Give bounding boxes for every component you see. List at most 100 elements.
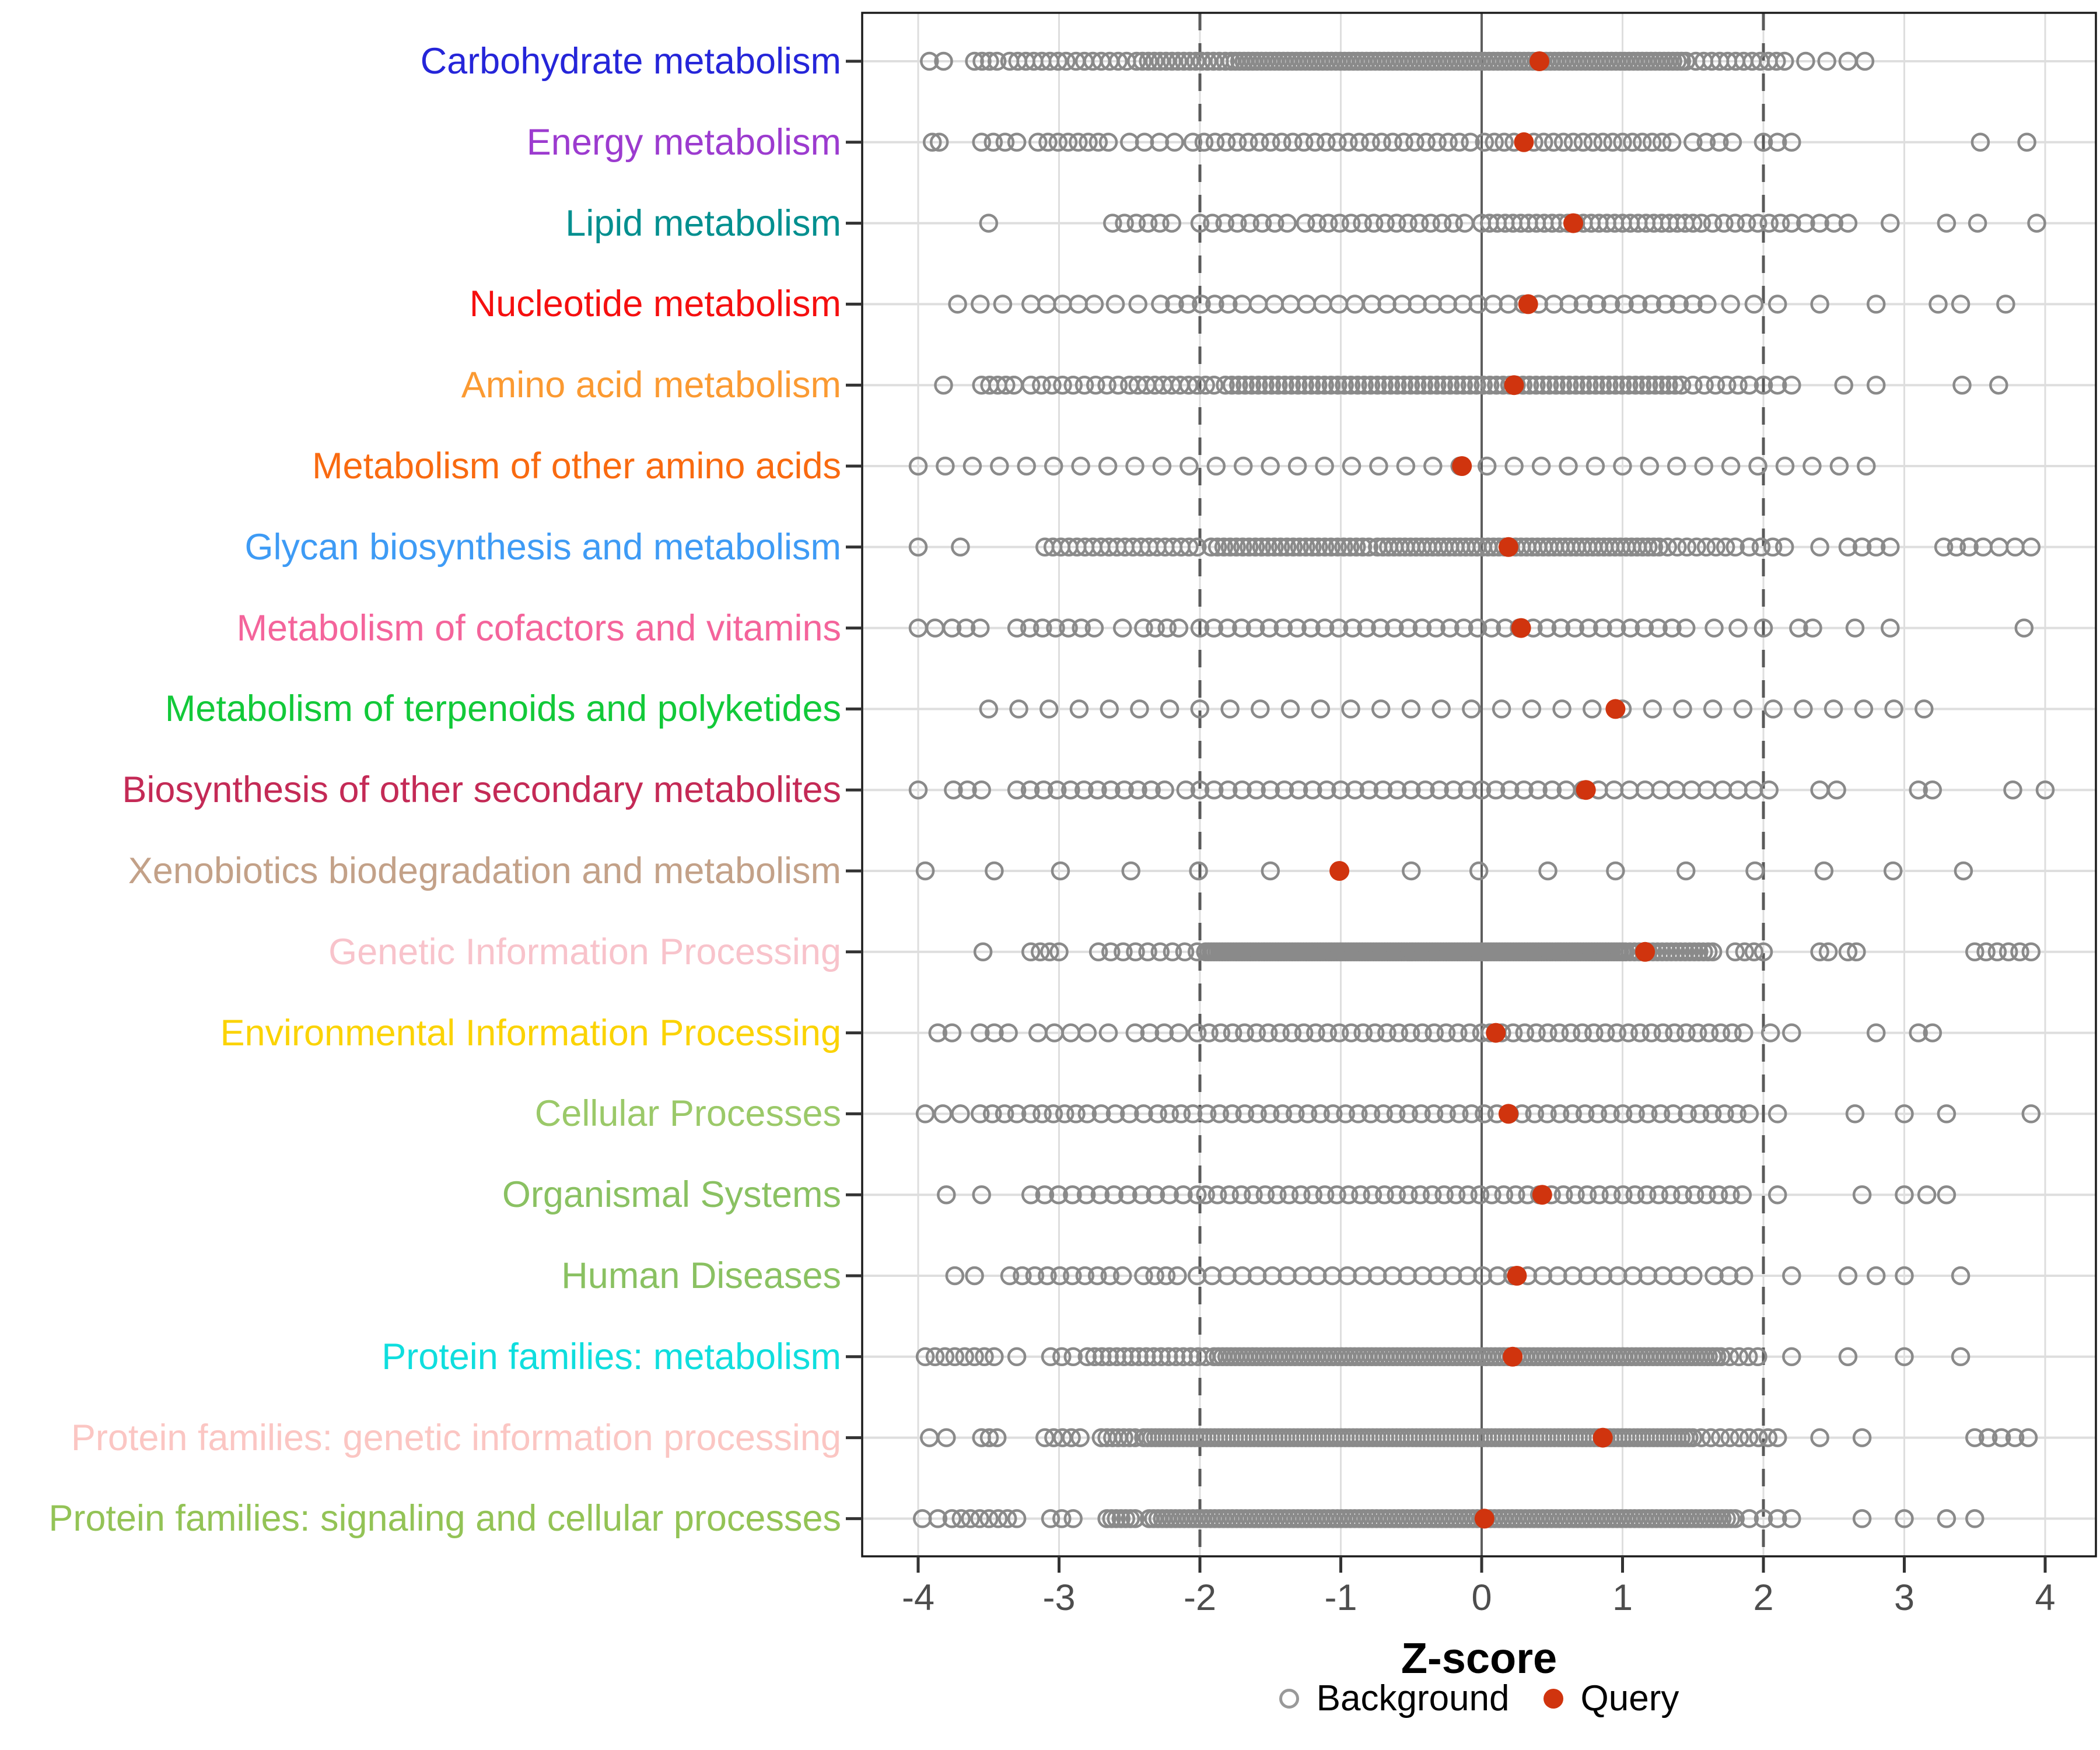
- background-point: [1061, 780, 1080, 800]
- query-point: [1532, 1185, 1552, 1205]
- background-point: [1715, 1104, 1734, 1124]
- background-point: [1363, 1185, 1382, 1205]
- background-point: [1573, 1023, 1592, 1042]
- background-point: [1947, 537, 1966, 557]
- background-point: [1315, 375, 1334, 395]
- background-point: [1563, 1104, 1582, 1124]
- background-point: [1443, 1266, 1462, 1286]
- background-point: [1704, 1266, 1724, 1286]
- background-point: [1488, 1266, 1507, 1286]
- background-point: [1423, 456, 1443, 476]
- background-point: [1321, 537, 1341, 557]
- background-point: [1028, 132, 1048, 152]
- background-point: [1500, 780, 1520, 800]
- background-point: [1638, 1104, 1658, 1124]
- background-point: [908, 537, 928, 557]
- background-point: [1824, 699, 1843, 719]
- background-point: [1059, 618, 1078, 638]
- background-point: [1838, 1347, 1858, 1367]
- background-point: [1150, 942, 1170, 962]
- background-point: [979, 1428, 999, 1447]
- background-point: [1165, 295, 1184, 314]
- background-point: [1852, 1185, 1872, 1205]
- background-point: [1538, 1023, 1558, 1042]
- background-point: [1233, 456, 1253, 476]
- background-point: [1695, 375, 1714, 395]
- background-point: [1334, 537, 1353, 557]
- background-point: [1748, 456, 1768, 476]
- background-point: [915, 861, 935, 881]
- background-point: [1338, 1266, 1357, 1286]
- background-point: [1934, 537, 1954, 557]
- background-point: [1726, 537, 1745, 557]
- background-point: [1475, 132, 1494, 152]
- background-point: [1413, 1266, 1432, 1286]
- background-point: [1884, 699, 1903, 719]
- background-point: [1774, 51, 1794, 71]
- query-point: [1518, 294, 1538, 314]
- background-point: [1625, 1185, 1645, 1205]
- background-point: [1398, 618, 1418, 638]
- background-point: [1063, 1347, 1083, 1367]
- background-point: [1192, 295, 1211, 314]
- background-point: [1280, 699, 1300, 719]
- background-point: [1361, 132, 1380, 152]
- background-point: [1642, 295, 1661, 314]
- background-point: [1782, 1347, 1801, 1367]
- background-point: [1703, 942, 1723, 962]
- background-point: [1268, 375, 1288, 395]
- background-point: [1721, 295, 1740, 314]
- background-point: [1549, 1023, 1569, 1042]
- background-point: [1458, 1185, 1478, 1205]
- background-point: [1803, 618, 1822, 638]
- background-point: [1038, 1266, 1057, 1286]
- background-point: [1041, 1509, 1060, 1528]
- background-point: [1615, 295, 1634, 314]
- background-point: [1573, 132, 1593, 152]
- background-point: [1817, 51, 1836, 71]
- background-point: [1238, 132, 1258, 152]
- background-point: [1895, 1185, 1914, 1205]
- background-point: [1386, 1104, 1406, 1124]
- background-point: [1573, 375, 1592, 395]
- background-point: [1573, 295, 1593, 314]
- background-point: [989, 1509, 1008, 1528]
- background-point: [1063, 1266, 1082, 1286]
- background-point: [1318, 214, 1338, 233]
- background-point: [1112, 618, 1132, 638]
- background-point: [1774, 537, 1794, 557]
- background-point: [928, 1509, 948, 1528]
- background-point: [1074, 780, 1094, 800]
- background-point: [1244, 1185, 1263, 1205]
- background-point: [1126, 942, 1145, 962]
- background-point: [1723, 132, 1742, 152]
- background-point: [999, 1023, 1018, 1042]
- background-point: [1575, 1104, 1595, 1124]
- background-point: [1754, 618, 1773, 638]
- background-point: [1205, 295, 1224, 314]
- background-point: [945, 1266, 965, 1286]
- background-point: [1709, 1185, 1728, 1205]
- background-point: [1628, 295, 1648, 314]
- background-point: [1485, 132, 1504, 152]
- background-point: [1216, 51, 1235, 71]
- background-point: [1711, 1428, 1730, 1447]
- query-point: [1503, 1346, 1523, 1367]
- background-point: [1754, 942, 1773, 962]
- background-point: [1667, 456, 1686, 476]
- background-point: [1298, 1104, 1318, 1124]
- background-point: [1694, 456, 1713, 476]
- background-point: [934, 51, 953, 71]
- background-point: [980, 51, 999, 71]
- background-point: [1371, 618, 1390, 638]
- category-label: Metabolism of other amino acids: [312, 446, 841, 487]
- background-point: [1127, 51, 1146, 71]
- background-point: [1662, 618, 1682, 638]
- background-point: [1160, 699, 1180, 719]
- background-point: [973, 942, 993, 962]
- background-point: [1749, 1428, 1768, 1447]
- background-point: [1642, 132, 1662, 152]
- background-point: [1194, 132, 1214, 152]
- background-point: [984, 132, 1003, 152]
- background-point: [937, 1428, 956, 1447]
